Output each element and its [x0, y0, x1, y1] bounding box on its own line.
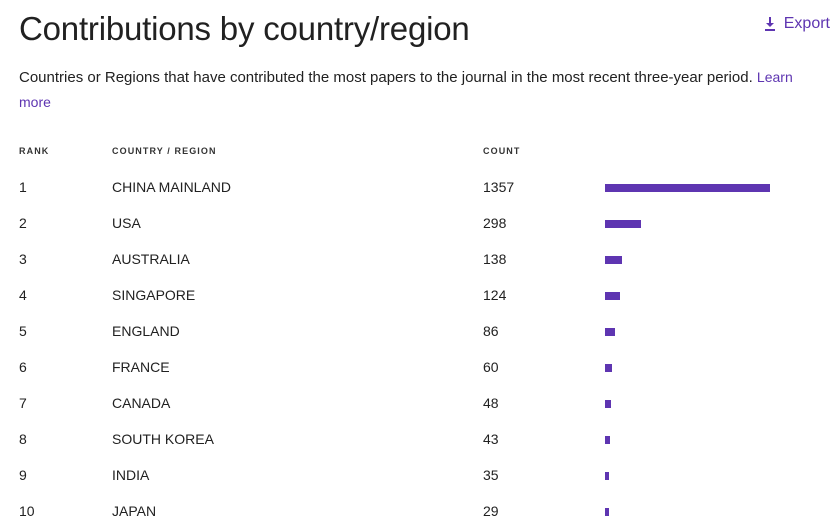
country-cell: CHINA MAINLAND	[112, 179, 232, 195]
download-icon	[764, 17, 776, 31]
country-cell: SINGAPORE	[112, 287, 196, 303]
table-row: 7 CANADA 48	[0, 386, 832, 422]
column-header-rank: RANK	[19, 146, 50, 156]
rank-cell: 6	[19, 359, 27, 375]
export-button[interactable]: Export	[764, 15, 830, 33]
count-cell: 60	[483, 359, 499, 375]
table-row: 8 SOUTH KOREA 43	[0, 422, 832, 458]
country-cell: AUSTRALIA	[112, 251, 190, 267]
column-header-country: COUNTRY / REGION	[112, 146, 217, 156]
count-bar	[605, 364, 612, 372]
count-bar	[605, 292, 620, 300]
count-cell: 298	[483, 215, 507, 231]
count-bar	[605, 400, 611, 408]
count-cell: 35	[483, 467, 499, 483]
country-cell: INDIA	[112, 467, 150, 483]
table-row: 3 AUSTRALIA 138	[0, 242, 832, 278]
count-bar	[605, 436, 610, 444]
country-cell: CANADA	[112, 395, 171, 411]
country-cell: JAPAN	[112, 503, 157, 519]
count-bar	[605, 328, 615, 336]
rank-cell: 1	[19, 179, 27, 195]
rank-cell: 4	[19, 287, 27, 303]
table-row: 6 FRANCE 60	[0, 350, 832, 386]
count-cell: 29	[483, 503, 499, 519]
rank-cell: 10	[19, 503, 35, 519]
table-row: 4 SINGAPORE 124	[0, 278, 832, 314]
rank-cell: 8	[19, 431, 27, 447]
table-row: 9 INDIA 35	[0, 458, 832, 494]
count-cell: 48	[483, 395, 499, 411]
count-cell: 86	[483, 323, 499, 339]
rank-cell: 5	[19, 323, 27, 339]
table-row: 10 JAPAN 29	[0, 494, 832, 530]
export-label: Export	[783, 15, 830, 32]
table-row: 1 CHINA MAINLAND 1357	[0, 170, 832, 206]
table-row: 2 USA 298	[0, 206, 832, 242]
table-row: 5 ENGLAND 86	[0, 314, 832, 350]
description: Countries or Regions that have contribut…	[19, 65, 827, 115]
count-bar	[605, 508, 609, 516]
count-bar	[605, 256, 622, 264]
page-title: Contributions by country/region	[19, 10, 470, 47]
country-cell: USA	[112, 215, 141, 231]
rank-cell: 2	[19, 215, 27, 231]
count-bar	[605, 184, 770, 192]
country-cell: ENGLAND	[112, 323, 180, 339]
count-cell: 138	[483, 251, 507, 267]
rank-cell: 7	[19, 395, 27, 411]
description-text: Countries or Regions that have contribut…	[19, 69, 753, 86]
count-bar	[605, 472, 609, 480]
rank-cell: 3	[19, 251, 27, 267]
country-cell: FRANCE	[112, 359, 170, 375]
column-header-count: COUNT	[483, 146, 521, 156]
count-cell: 124	[483, 287, 507, 303]
country-cell: SOUTH KOREA	[112, 431, 214, 447]
count-cell: 1357	[483, 179, 515, 195]
learn-more-link[interactable]: Learn more	[19, 69, 793, 110]
count-bar	[605, 220, 641, 228]
rank-cell: 9	[19, 467, 27, 483]
count-cell: 43	[483, 431, 499, 447]
